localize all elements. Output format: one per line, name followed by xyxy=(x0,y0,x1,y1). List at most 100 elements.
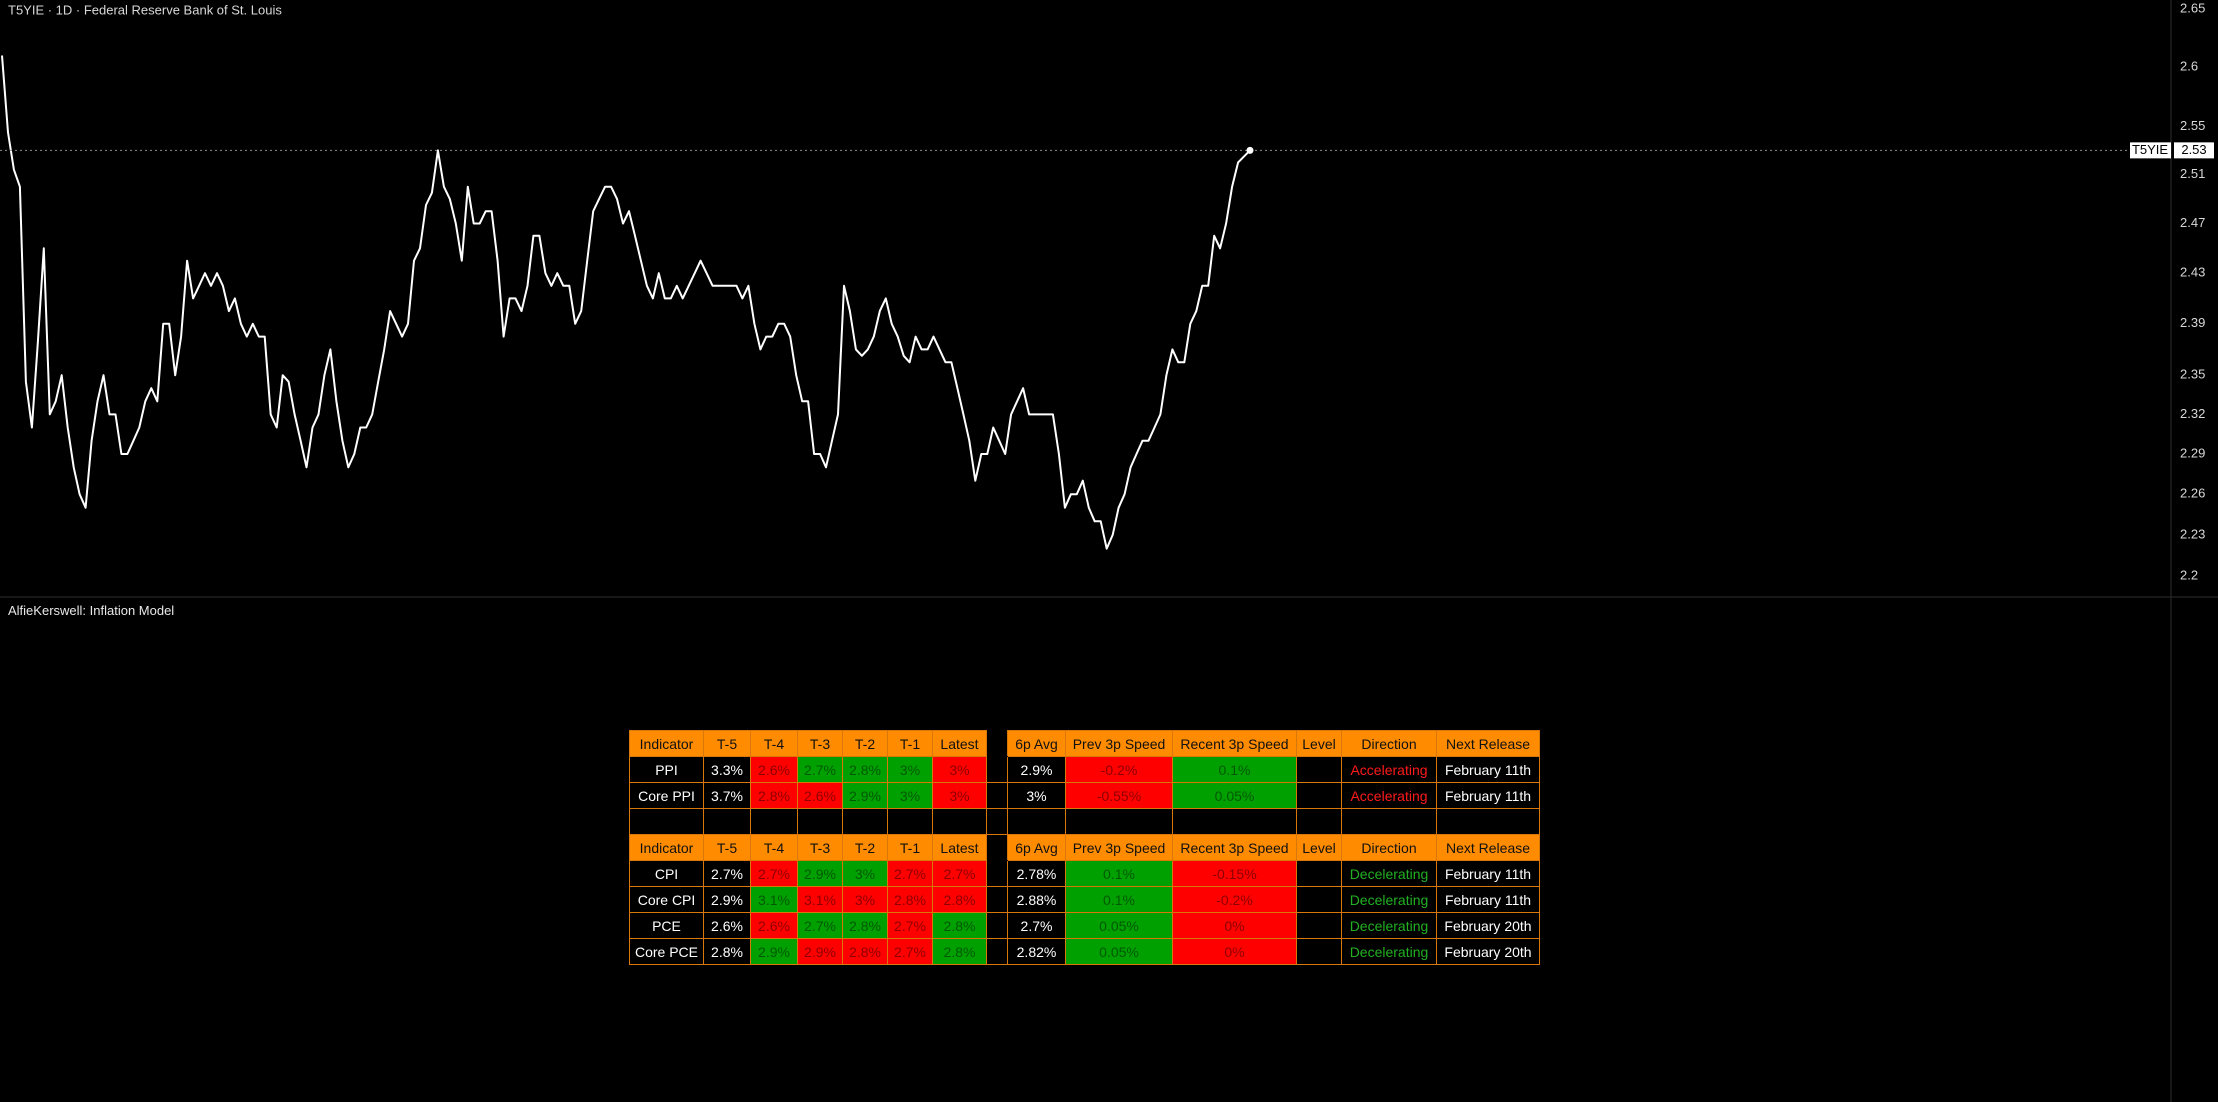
table-cell: 2.9% xyxy=(1007,756,1066,783)
data-row: Core PPI 3.7% 2.8% 2.6% 2.9% 3% 3% 3% -0.55% 0.05… xyxy=(629,782,1540,809)
table-cell: 2.9% xyxy=(797,938,843,965)
y-tick-label: 2.39 xyxy=(2180,315,2205,330)
table-cell xyxy=(1296,938,1342,965)
y-tick-label: 2.23 xyxy=(2180,526,2205,541)
series-badge-label: T5YIE xyxy=(2132,142,2168,157)
table-cell: 2.7% xyxy=(797,912,843,939)
y-tick-label: 2.32 xyxy=(2180,406,2205,421)
table-cell: 2.8% xyxy=(932,912,987,939)
table-cell xyxy=(986,808,1008,835)
table-cell: -0.15% xyxy=(1172,860,1297,887)
y-tick-label: 2.51 xyxy=(2180,166,2205,181)
table-cell xyxy=(1065,808,1173,835)
header-cell: T-2 xyxy=(842,730,888,757)
table-cell: 2.78% xyxy=(1007,860,1066,887)
header-cell: Next Release xyxy=(1436,730,1540,757)
header-cell: T-1 xyxy=(887,730,933,757)
table-cell xyxy=(1296,860,1342,887)
table-cell xyxy=(797,808,843,835)
header-cell: Level xyxy=(1296,730,1342,757)
table-cell: 2.8% xyxy=(703,938,751,965)
header-cell xyxy=(986,730,1008,757)
header-cell: Prev 3p Speed xyxy=(1065,834,1173,861)
table-cell: 2.9% xyxy=(797,860,843,887)
table-cell: Accelerating xyxy=(1341,756,1437,783)
y-tick-label: 2.55 xyxy=(2180,118,2205,133)
table-cell: 3% xyxy=(932,782,987,809)
table-cell xyxy=(1341,808,1437,835)
header-cell: T-1 xyxy=(887,834,933,861)
table-cell: -0.2% xyxy=(1172,886,1297,913)
table-cell: February 20th xyxy=(1436,912,1540,939)
table-cell xyxy=(986,860,1008,887)
y-tick-label: 2.47 xyxy=(2180,215,2205,230)
table-cell xyxy=(703,808,751,835)
table-cell: 2.9% xyxy=(703,886,751,913)
y-tick-label: 2.43 xyxy=(2180,265,2205,280)
series-badge xyxy=(2130,142,2171,159)
table-cell: February 11th xyxy=(1436,782,1540,809)
table-cell xyxy=(1296,782,1342,809)
table-cell: 0.05% xyxy=(1172,782,1297,809)
header-cell: Direction xyxy=(1341,730,1437,757)
table-cell: Decelerating xyxy=(1341,912,1437,939)
table-cell: PPI xyxy=(629,756,704,783)
table-cell: Decelerating xyxy=(1341,938,1437,965)
table-cell xyxy=(1296,912,1342,939)
table-cell: 3% xyxy=(887,782,933,809)
table-cell: 2.7% xyxy=(887,860,933,887)
price-badge-label: 2.53 xyxy=(2181,142,2206,157)
chart-title: T5YIE · 1D · Federal Reserve Bank of St.… xyxy=(8,2,282,17)
table-cell: 3% xyxy=(842,886,888,913)
table-cell: 2.88% xyxy=(1007,886,1066,913)
table-cell: 3% xyxy=(932,756,987,783)
table-cell: 2.8% xyxy=(887,886,933,913)
table-cell: 2.9% xyxy=(750,938,798,965)
table-cell: -0.55% xyxy=(1065,782,1173,809)
header-cell: Prev 3p Speed xyxy=(1065,730,1173,757)
header-row: Indicator T-5 T-4 T-3 T-2 T-1 Latest 6p Avg Prev… xyxy=(629,730,1540,757)
table-cell: 2.7% xyxy=(932,860,987,887)
table-cell: 2.82% xyxy=(1007,938,1066,965)
header-cell: Level xyxy=(1296,834,1342,861)
table-cell: 2.7% xyxy=(887,912,933,939)
header-cell: Indicator xyxy=(629,730,704,757)
y-tick-label: 2.29 xyxy=(2180,445,2205,460)
table-cell: PCE xyxy=(629,912,704,939)
table-cell xyxy=(986,782,1008,809)
table-cell xyxy=(1296,756,1342,783)
table-cell: February 11th xyxy=(1436,886,1540,913)
table-cell: 2.7% xyxy=(887,938,933,965)
table-cell: 3.3% xyxy=(703,756,751,783)
table-cell: 2.8% xyxy=(750,782,798,809)
table-cell: February 11th xyxy=(1436,860,1540,887)
table-cell: 3% xyxy=(1007,782,1066,809)
table-cell: 3% xyxy=(887,756,933,783)
table-cell xyxy=(1296,886,1342,913)
table-cell: February 11th xyxy=(1436,756,1540,783)
table-cell: Accelerating xyxy=(1341,782,1437,809)
table-cell: 2.7% xyxy=(797,756,843,783)
header-cell: Indicator xyxy=(629,834,704,861)
header-cell: T-5 xyxy=(703,730,751,757)
table-cell xyxy=(750,808,798,835)
table-cell: 0% xyxy=(1172,912,1297,939)
header-cell: 6p Avg xyxy=(1007,730,1066,757)
table-cell: 2.6% xyxy=(750,756,798,783)
price-badge xyxy=(2174,142,2214,159)
header-cell: 6p Avg xyxy=(1007,834,1066,861)
table-cell: 0.1% xyxy=(1065,886,1173,913)
table-cell xyxy=(986,756,1008,783)
table-cell: 2.6% xyxy=(797,782,843,809)
y-tick-label: 2.65 xyxy=(2180,1,2205,16)
table-cell: 3.1% xyxy=(750,886,798,913)
header-cell: Recent 3p Speed xyxy=(1172,834,1297,861)
table-cell xyxy=(1436,808,1540,835)
table-cell: 0% xyxy=(1172,938,1297,965)
table-cell: 0.05% xyxy=(1065,938,1173,965)
header-cell: T-3 xyxy=(797,730,843,757)
table-cell: Decelerating xyxy=(1341,860,1437,887)
spacer-row xyxy=(629,808,1540,835)
